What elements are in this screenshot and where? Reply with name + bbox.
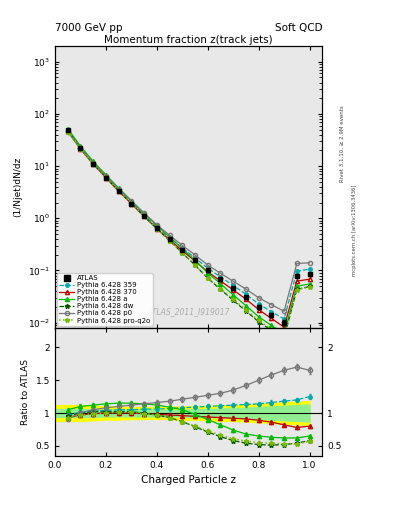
Text: mcplots.cern.ch [arXiv:1306.3436]: mcplots.cern.ch [arXiv:1306.3436] [352, 185, 357, 276]
Text: 7000 GeV pp: 7000 GeV pp [55, 23, 123, 33]
Text: ATLAS_2011_I919017: ATLAS_2011_I919017 [147, 307, 230, 316]
Y-axis label: (1/Njet)dN/dz: (1/Njet)dN/dz [13, 157, 22, 217]
Y-axis label: Ratio to ATLAS: Ratio to ATLAS [21, 359, 30, 424]
Title: Momentum fraction z(track jets): Momentum fraction z(track jets) [104, 35, 273, 45]
X-axis label: Charged Particle z: Charged Particle z [141, 475, 236, 485]
Text: Soft QCD: Soft QCD [275, 23, 322, 33]
Text: Rivet 3.1.10, ≥ 2.9M events: Rivet 3.1.10, ≥ 2.9M events [340, 105, 345, 182]
Legend: ATLAS, Pythia 6.428 359, Pythia 6.428 370, Pythia 6.428 a, Pythia 6.428 dw, Pyth: ATLAS, Pythia 6.428 359, Pythia 6.428 37… [57, 273, 152, 326]
